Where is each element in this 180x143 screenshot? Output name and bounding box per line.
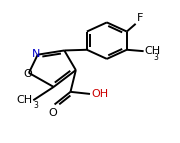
Text: 3: 3 (33, 101, 38, 110)
Text: CH: CH (145, 46, 161, 56)
Text: OH: OH (91, 89, 108, 99)
Text: N: N (32, 49, 40, 58)
Text: 3: 3 (153, 53, 158, 62)
Text: F: F (137, 13, 143, 23)
Text: O: O (48, 108, 57, 118)
Text: CH: CH (16, 95, 32, 105)
Text: O: O (23, 69, 32, 79)
